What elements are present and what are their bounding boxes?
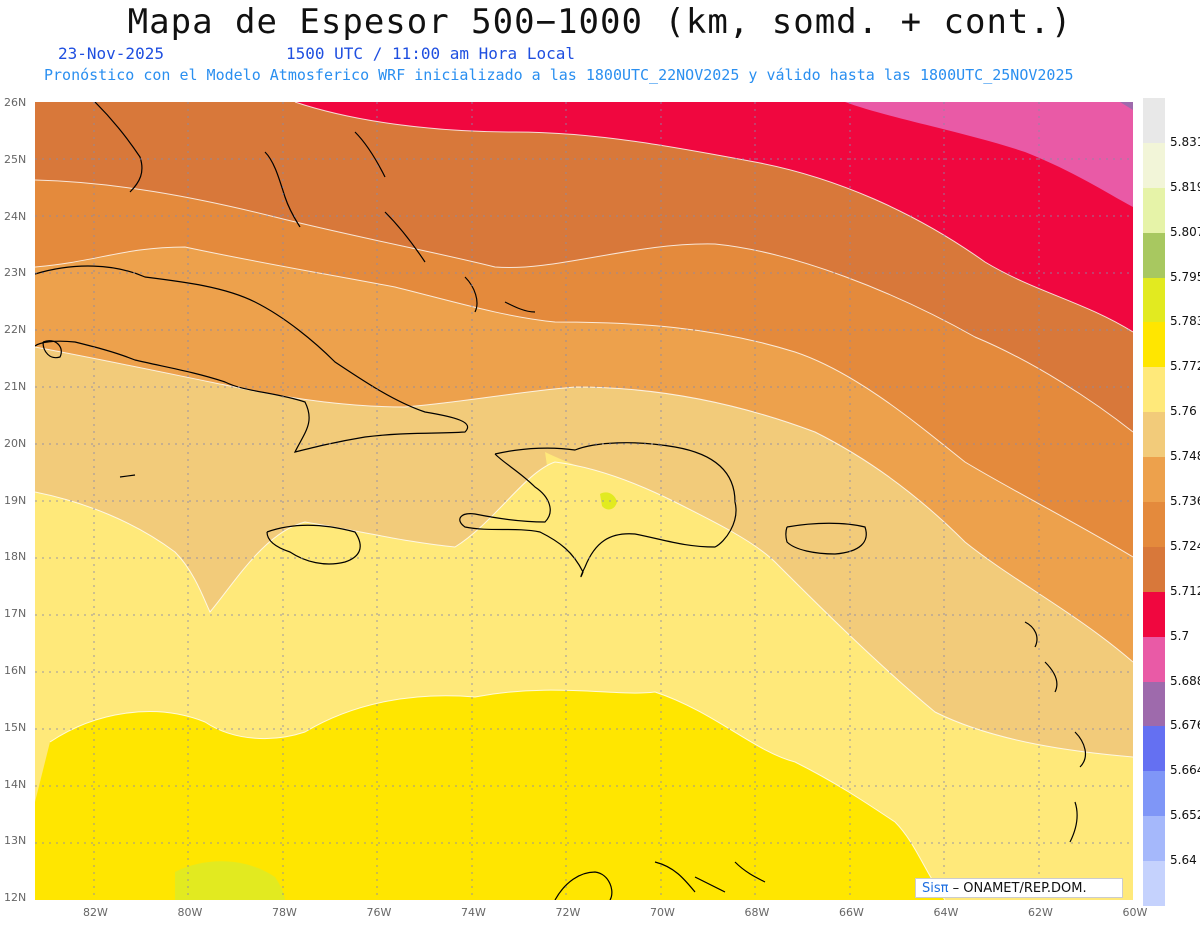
band-5676 (1120, 102, 1133, 110)
graticule (35, 102, 1133, 900)
colorbar-segment (1143, 277, 1165, 323)
colorbar-level-label: 5.652 (1170, 808, 1200, 823)
hispaniola-coast (459, 442, 737, 578)
colorbar-segment (1143, 98, 1165, 144)
cayman (119, 474, 136, 478)
colorbar-level-label: 5.831 (1170, 134, 1200, 149)
lon-label-80W: 80W (177, 906, 203, 919)
colorbar-segment (1143, 591, 1165, 638)
colorbar-level-label: 5.795 (1170, 269, 1200, 284)
valid-time: 1500 UTC / 11:00 am Hora Local (286, 44, 575, 63)
bahamas-andros (264, 151, 301, 228)
cuba-coast (35, 265, 469, 453)
coastlines (35, 102, 1087, 900)
lat-label-26N: 26N (4, 96, 27, 109)
colorbar-segment (1143, 771, 1165, 817)
lon-label-82W: 82W (83, 906, 108, 919)
map-canvas (35, 102, 1133, 900)
credit-brand: Sisπ (922, 881, 949, 896)
florida-coast (94, 102, 143, 193)
lat-label-25N: 25N (4, 152, 27, 166)
colorbar-segment (1143, 412, 1165, 458)
lat-label-20N: 20N (4, 436, 27, 450)
colorbar-level-label: 5.736 (1170, 494, 1200, 508)
colorbar-segment (1143, 636, 1165, 683)
colorbar-segment (1143, 861, 1165, 907)
band-5688 (845, 102, 1133, 207)
colorbar-level-label: 5.664 (1170, 763, 1200, 778)
bahamas-islands (354, 131, 536, 313)
band-5700 (295, 102, 1133, 332)
isle-of-youth (42, 340, 62, 359)
thickness-map (35, 102, 1133, 900)
colorbar-level-label: 5.819 (1170, 179, 1200, 194)
colorbar-level-label: 5.772 (1170, 359, 1200, 374)
lon-label-62W: 62W (1028, 906, 1053, 919)
colorbar-level-label: 5.688 (1170, 673, 1200, 688)
colorbar-segment (1143, 187, 1165, 234)
colorbar-segment (1143, 502, 1165, 548)
lesser-antilles (1024, 621, 1087, 843)
lat-label-17N: 17N (4, 607, 27, 621)
colorbar-level-label: 5.724 (1170, 538, 1200, 553)
south-america-coast (554, 861, 766, 900)
colorbar-segment (1143, 726, 1165, 772)
valid-date: 23-Nov-2025 (58, 44, 164, 63)
puerto-rico-coast (785, 522, 867, 555)
colorbar-segment (1143, 232, 1165, 279)
lon-label-78W: 78W (272, 906, 297, 919)
credit-box: Sisπ – ONAMET/REP.DOM. (915, 878, 1123, 898)
lat-label-23N: 23N (4, 266, 27, 280)
colorbar-segment (1143, 546, 1165, 593)
colorbar-segment (1143, 322, 1165, 368)
colorbar-level-label: 5.7 (1170, 628, 1190, 643)
lat-label-18N: 18N (4, 550, 27, 564)
lat-label-21N: 21N (4, 380, 27, 393)
colorbar-level-label: 5.783 (1170, 314, 1200, 329)
colorbar-level-label: 5.676 (1170, 718, 1200, 733)
jamaica-coast (266, 524, 361, 565)
lat-label-24N: 24N (4, 209, 27, 223)
band-5772 (35, 690, 945, 900)
colorbar-level-label: 5.76 (1170, 404, 1197, 419)
colorbar-segment (1143, 816, 1165, 862)
lat-label-14N: 14N (4, 777, 27, 791)
lat-label-12N: 12N (4, 891, 27, 905)
colorbar-segment (1143, 142, 1165, 189)
colorbar-level-label: 5.712 (1170, 583, 1200, 598)
band-5783 (175, 861, 285, 900)
colorbar-segment (1143, 367, 1165, 413)
forecast-info: Pronóstico con el Modelo Atmosferico WRF… (44, 66, 1074, 84)
credit-text: – ONAMET/REP.DOM. (948, 881, 1087, 896)
lon-label-70W: 70W (650, 906, 675, 919)
lon-label-74W: 74W (461, 906, 486, 919)
lon-label-76W: 76W (366, 906, 392, 919)
lat-label-19N: 19N (4, 493, 27, 507)
colorbar-level-label: 5.807 (1170, 224, 1200, 239)
lat-label-16N: 16N (4, 664, 27, 677)
lon-label-68W: 68W (744, 906, 770, 919)
colorbar-segment (1143, 457, 1165, 503)
band-5783-peak (600, 492, 617, 510)
lat-label-22N: 22N (4, 323, 27, 337)
map-title: Mapa de Espesor 500−1000 (km, somd. + co… (127, 2, 1073, 42)
colorbar (1143, 98, 1165, 907)
colorbar-level-label: 5.748 (1170, 449, 1200, 464)
colorbar-level-label: 5.64 (1170, 853, 1197, 868)
colorbar-segment (1143, 681, 1165, 727)
lon-label-64W: 64W (933, 906, 959, 919)
lon-label-72W: 72W (555, 906, 581, 919)
lat-label-13N: 13N (4, 834, 27, 848)
lon-label-66W: 66W (839, 906, 864, 919)
lon-label-60W: 60W (1122, 906, 1148, 919)
lat-label-15N: 15N (4, 720, 27, 734)
